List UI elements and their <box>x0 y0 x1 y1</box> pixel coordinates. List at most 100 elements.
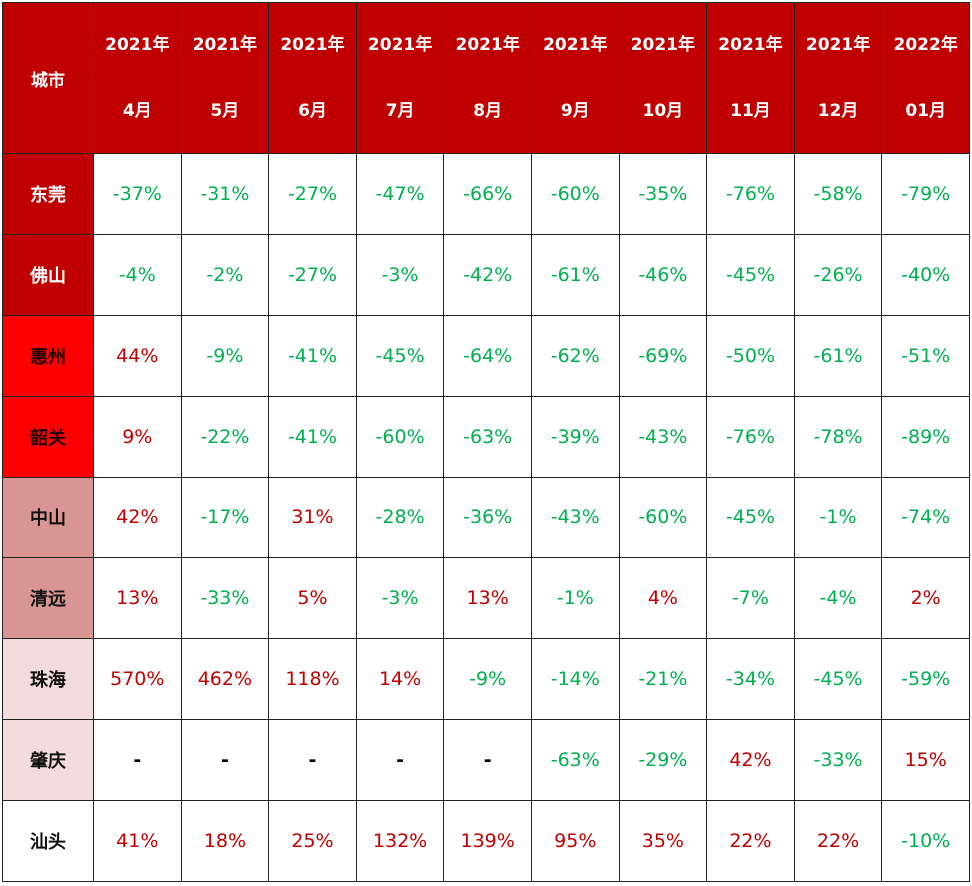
value-cell: 25% <box>268 800 357 882</box>
value-cell: -60% <box>530 153 620 235</box>
value-cell: -59% <box>881 638 970 721</box>
column-month: 11月 <box>730 101 771 121</box>
value-cell: -28% <box>355 476 445 559</box>
column-month: 6月 <box>298 101 327 121</box>
column-year: 2021年 <box>543 35 608 55</box>
column-header: 2021年 11月 <box>706 2 795 154</box>
value-cell: -42% <box>443 233 532 316</box>
value-cell: -60% <box>618 476 708 559</box>
value-cell: -1% <box>793 476 883 559</box>
city-cell: 佛山 <box>2 233 94 316</box>
data-row: 韶关 9% -22% -41% -60% -63% -39% -43% -76% -78% -89% <box>2 395 970 478</box>
column-header: 2021年 5月 <box>180 2 270 154</box>
value-cell: -14% <box>530 638 620 721</box>
value-cell: -29% <box>618 719 708 801</box>
value-cell: -76% <box>706 153 795 235</box>
value-cell: -39% <box>530 395 620 478</box>
value-cell: -43% <box>530 476 620 559</box>
city-cell: 肇庆 <box>2 719 94 801</box>
column-header: 2021年 4月 <box>93 2 182 154</box>
value-cell: -4% <box>793 557 883 640</box>
value-cell: 9% <box>93 395 182 478</box>
city-cell: 清远 <box>2 557 94 640</box>
value-cell: -60% <box>355 395 445 478</box>
value-cell: 44% <box>93 314 182 397</box>
value-cell: -40% <box>881 233 970 316</box>
value-cell: -2% <box>180 233 270 316</box>
value-cell: 132% <box>355 800 445 882</box>
column-year: 2021年 <box>455 35 520 55</box>
value-cell: -9% <box>443 638 532 721</box>
column-month: 9月 <box>560 101 590 121</box>
city-cell: 东莞 <box>2 153 94 235</box>
data-row: 东莞 -37% -31% -27% -47% -66% -60% -35% -76% -58% -7… <box>2 153 970 235</box>
data-row: 佛山 -4% -2% -27% -3% -42% -61% -46% -45% -26% -40% <box>2 233 970 316</box>
column-month: 8月 <box>473 101 503 121</box>
column-year: 2021年 <box>630 35 696 55</box>
value-cell: -45% <box>355 314 445 397</box>
column-header: 2021年 7月 <box>355 2 445 154</box>
column-year: 2021年 <box>718 35 783 55</box>
value-cell: 18% <box>180 800 270 882</box>
data-row: 清远 13% -33% 5% -3% 13% -1% 4% -7% -4% 2% <box>2 557 970 640</box>
value-cell: 13% <box>93 557 182 640</box>
city-cell: 珠海 <box>2 638 94 721</box>
value-cell: -47% <box>355 153 445 235</box>
value-cell: -4% <box>93 233 182 316</box>
value-cell: -74% <box>881 476 970 559</box>
value-cell: -9% <box>180 314 270 397</box>
value-cell: 139% <box>443 800 532 882</box>
value-cell: -27% <box>268 153 357 235</box>
column-header: 2021年 10月 <box>618 2 708 154</box>
value-cell: 5% <box>268 557 357 640</box>
data-row: 肇庆 - - - - - -63% -29% 42% -33% 15% <box>2 719 970 801</box>
table-head: 城市 2021年 4月 2021年 5月 2021年 6月 2021年 7月 2021年 8月 20… <box>2 2 970 154</box>
value-cell: - <box>93 719 182 801</box>
value-cell: -61% <box>530 233 620 316</box>
value-cell: -31% <box>180 153 270 235</box>
value-cell: -45% <box>706 476 795 559</box>
column-month: 12月 <box>817 101 859 121</box>
value-cell: 15% <box>881 719 970 801</box>
value-cell: -7% <box>706 557 795 640</box>
column-header: 2022年 01月 <box>881 2 970 154</box>
table-body: 东莞 -37% -31% -27% -47% -66% -60% -35% -76% -58% -7… <box>2 153 970 882</box>
value-cell: -35% <box>618 153 708 235</box>
column-month: 5月 <box>210 101 240 121</box>
column-year: 2021年 <box>280 35 345 55</box>
value-cell: -21% <box>618 638 708 721</box>
value-cell: -26% <box>793 233 883 316</box>
value-cell: -33% <box>793 719 883 801</box>
column-month: 4月 <box>122 101 152 121</box>
column-header: 2021年 8月 <box>443 2 532 154</box>
column-month: 01月 <box>905 101 946 121</box>
value-cell: -45% <box>793 638 883 721</box>
value-cell: -51% <box>881 314 970 397</box>
value-cell: 42% <box>93 476 182 559</box>
city-cell: 中山 <box>2 476 94 559</box>
value-cell: 35% <box>618 800 708 882</box>
column-month: 7月 <box>385 101 415 121</box>
value-cell: -46% <box>618 233 708 316</box>
data-row: 中山 42% -17% 31% -28% -36% -43% -60% -45% -1% -74% <box>2 476 970 559</box>
value-cell: -17% <box>180 476 270 559</box>
value-cell: -37% <box>93 153 182 235</box>
column-month: 10月 <box>642 101 684 121</box>
value-cell: -22% <box>180 395 270 478</box>
data-row: 珠海 570% 462% 118% 14% -9% -14% -21% -34% -45% -59% <box>2 638 970 721</box>
value-cell: -64% <box>443 314 532 397</box>
value-cell: - <box>355 719 445 801</box>
value-cell: -1% <box>530 557 620 640</box>
column-year: 2021年 <box>105 35 170 55</box>
value-cell: 22% <box>793 800 883 882</box>
value-cell: - <box>180 719 270 801</box>
value-cell: -34% <box>706 638 795 721</box>
value-cell: -3% <box>355 233 445 316</box>
corner-cell: 城市 <box>2 2 94 154</box>
column-year: 2021年 <box>367 35 433 55</box>
value-cell: 462% <box>180 638 270 721</box>
column-header: 2021年 6月 <box>268 2 357 154</box>
value-cell: 570% <box>93 638 182 721</box>
